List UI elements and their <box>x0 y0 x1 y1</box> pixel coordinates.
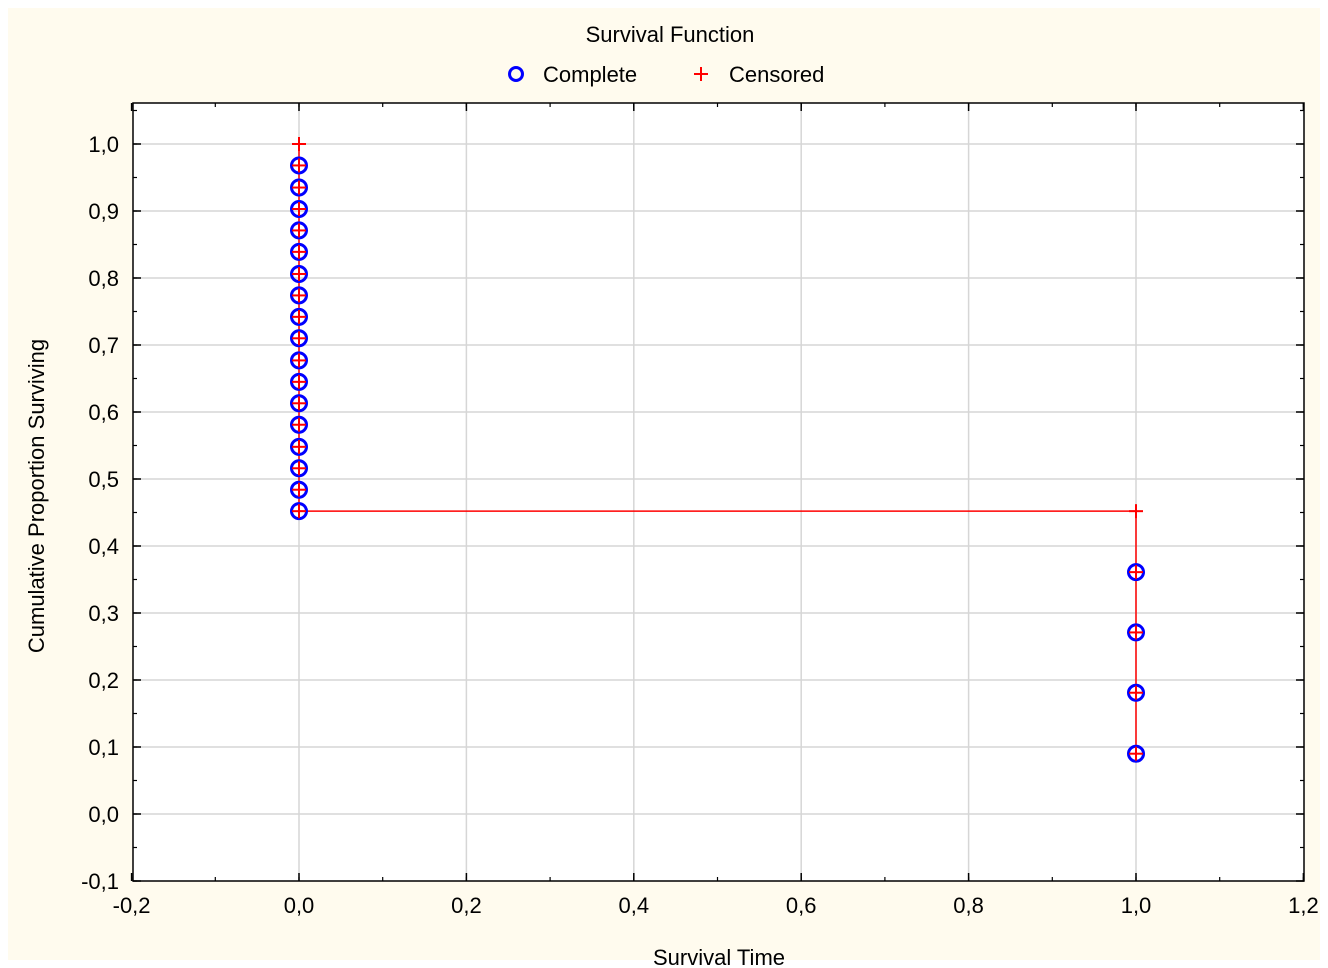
x-tick-label: -0,2 <box>113 893 151 918</box>
complete-point <box>290 199 308 218</box>
complete-point <box>290 459 308 478</box>
censored-point <box>1129 565 1143 580</box>
censored-point <box>292 461 306 476</box>
x-tick-label: 0,2 <box>451 893 482 918</box>
complete-point <box>290 394 308 413</box>
censored-point <box>292 439 306 454</box>
censored-point <box>292 158 306 173</box>
y-tick-label: 0,4 <box>88 534 119 559</box>
legend-censored-label: Censored <box>729 62 824 87</box>
censored-point <box>292 353 306 368</box>
grid-layer <box>133 103 1304 881</box>
censored-point <box>292 396 306 411</box>
complete-point <box>290 156 308 175</box>
y-axis-title: Cumulative Proportion Surviving <box>24 339 49 653</box>
complete-point <box>1127 563 1145 582</box>
complete-point <box>290 480 308 499</box>
complete-point <box>290 351 308 370</box>
censored-point <box>292 180 306 195</box>
censored-point <box>292 223 306 238</box>
complete-point <box>290 221 308 240</box>
censored-point <box>292 309 306 324</box>
y-tick-label: 0,5 <box>88 467 119 492</box>
complete-point <box>1127 744 1145 763</box>
censored-point <box>292 288 306 303</box>
legend: Complete Censored <box>508 62 824 87</box>
legend-complete-marker <box>508 66 524 82</box>
plot-frame <box>132 102 1305 882</box>
y-tick-label: -0,1 <box>81 869 119 894</box>
y-tick-label: 0,9 <box>88 199 119 224</box>
y-tick-label: 0,8 <box>88 266 119 291</box>
legend-complete-label: Complete <box>543 62 637 87</box>
complete-point <box>290 437 308 456</box>
y-tick-label: 0,0 <box>88 802 119 827</box>
x-tick-label: 0,6 <box>786 893 817 918</box>
plot-area <box>133 103 1304 881</box>
complete-point <box>290 502 308 521</box>
censored-point <box>1129 625 1143 640</box>
censored-point <box>1129 746 1143 761</box>
censored-point <box>292 244 306 259</box>
y-tick-label: 0,7 <box>88 333 119 358</box>
label-layer: -0,2 0,0 0,2 0,4 0,6 0,8 1,0 1,2 -0,1 0,0 0,1 0,2 0,… <box>81 132 1319 918</box>
y-tick-label: 1,0 <box>88 132 119 157</box>
complete-point <box>1127 683 1145 702</box>
censored-point <box>292 374 306 389</box>
complete-point <box>1127 623 1145 642</box>
x-tick-label: 1,0 <box>1121 893 1152 918</box>
complete-point <box>290 178 308 197</box>
y-tick-label: 0,1 <box>88 735 119 760</box>
censored-point <box>292 482 306 497</box>
complete-point <box>290 242 308 261</box>
censored-point <box>292 266 306 281</box>
x-tick-label: 1,2 <box>1288 893 1319 918</box>
x-axis-title: Survival Time <box>653 945 785 968</box>
censored-point <box>292 331 306 346</box>
x-tick-label: 0,0 <box>284 893 315 918</box>
censored-point <box>292 504 306 519</box>
legend-censored-marker <box>694 67 708 81</box>
axes-layer <box>130 102 1305 882</box>
complete-point <box>290 286 308 305</box>
complete-point <box>290 415 308 434</box>
complete-point <box>290 372 308 391</box>
censored-point <box>292 201 306 216</box>
censored-point <box>292 137 306 151</box>
x-tick-label: 0,8 <box>953 893 984 918</box>
complete-point <box>290 329 308 348</box>
censored-point <box>292 417 306 432</box>
censored-point <box>1129 504 1143 519</box>
y-tick-label: 0,2 <box>88 668 119 693</box>
censored-point <box>1129 685 1143 700</box>
complete-point <box>290 307 308 326</box>
marker-layer <box>290 137 1145 763</box>
y-tick-label: 0,3 <box>88 601 119 626</box>
chart-title: Survival Function <box>586 22 755 47</box>
y-tick-label: 0,6 <box>88 400 119 425</box>
x-tick-label: 0,4 <box>619 893 650 918</box>
complete-point <box>290 264 308 283</box>
